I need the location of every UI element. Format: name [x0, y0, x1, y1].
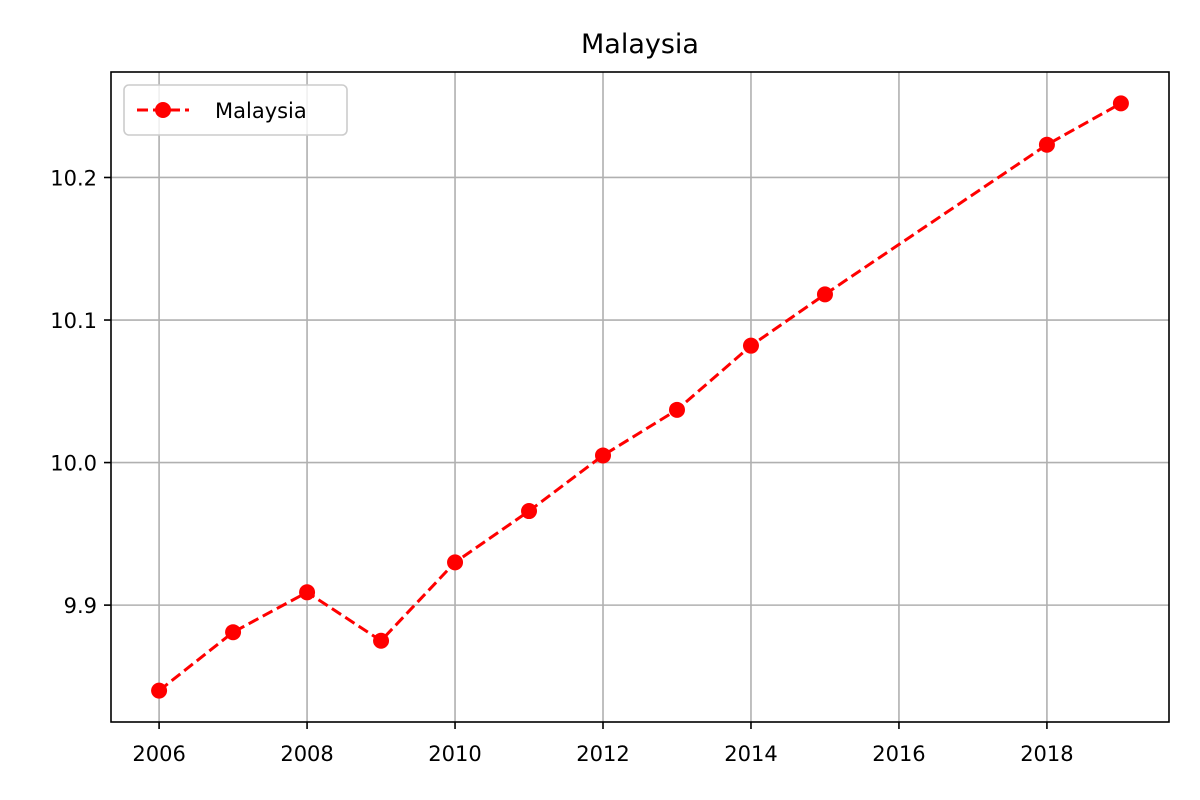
legend-marker: [155, 102, 171, 118]
data-point: [816, 286, 833, 303]
legend-box: [123, 84, 348, 136]
chart-title: Malaysia: [581, 29, 699, 60]
axes-frame: [110, 71, 1170, 723]
grid: [111, 72, 1169, 722]
x-tick-label: 2014: [724, 742, 777, 766]
data-point: [447, 554, 464, 571]
x-tick-label: 2012: [576, 742, 629, 766]
data-point: [1038, 136, 1055, 153]
series-line-malaysia: [158, 102, 1122, 692]
data-point: [299, 584, 316, 601]
legend-label-malaysia: Malaysia: [215, 99, 307, 123]
y-tick-label: 10.0: [50, 452, 97, 476]
y-tick-label: 10.2: [50, 166, 97, 190]
legend: Malaysia: [123, 84, 348, 136]
ticks: 2006 2008 2010 2012 2014 2016 2018 9.9 10.0 10.1 1…: [50, 166, 1073, 766]
data-point: [742, 337, 759, 354]
data-point: [225, 624, 242, 641]
x-tick-label: 2010: [428, 742, 481, 766]
data-point: [595, 447, 612, 464]
x-tick-label: 2018: [1020, 742, 1073, 766]
x-tick-label: 2016: [872, 742, 925, 766]
data-point: [668, 401, 685, 418]
y-tick-label: 10.1: [50, 309, 97, 333]
series-layer: [151, 95, 1129, 699]
x-tick-label: 2008: [280, 742, 333, 766]
x-tick-label: 2006: [132, 742, 185, 766]
data-point: [1112, 95, 1129, 112]
data-point: [373, 632, 390, 649]
y-tick-label: 9.9: [64, 594, 97, 618]
data-point: [151, 682, 168, 699]
data-point: [521, 503, 538, 520]
